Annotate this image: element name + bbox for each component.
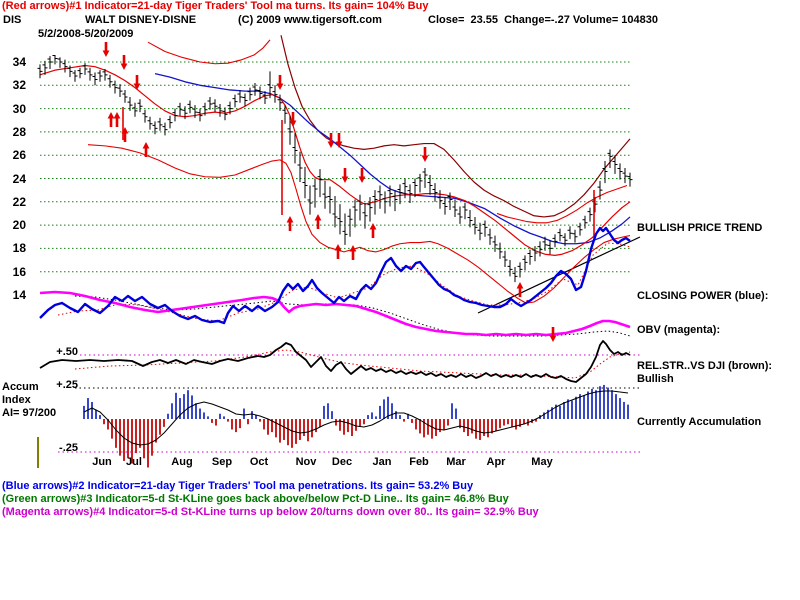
company-name: WALT DISNEY-DISNE <box>85 14 197 26</box>
buy-arrow-icon <box>516 282 524 289</box>
month-tick-label: Feb <box>409 456 429 468</box>
accumulation-state: Currently Accumulation <box>637 416 762 428</box>
sell-arrow-icon <box>102 50 110 57</box>
sell-arrow-icon <box>358 176 366 183</box>
price-tick-label: 24 <box>12 171 26 186</box>
price-tick-label: 22 <box>12 194 26 209</box>
ai-scale-minus25: -.25 <box>59 442 78 454</box>
price-tick-label: 30 <box>12 101 26 116</box>
ai-scale-plus25: +.25 <box>56 379 78 391</box>
price-tick-label: 18 <box>12 241 26 256</box>
price-tick-label: 14 <box>12 288 26 302</box>
rel-strength-line <box>39 340 631 383</box>
month-tick-label: May <box>531 456 553 468</box>
blue-ma-line <box>154 73 631 245</box>
month-tick-label: Dec <box>331 456 353 468</box>
lower-band-line <box>87 144 631 304</box>
sell-arrow-icon <box>335 141 343 148</box>
buy-arrow-icon <box>369 223 377 230</box>
month-tick-label: Aug <box>171 456 193 468</box>
buy-arrow-icon <box>314 214 322 221</box>
indicator-note-red: (Red arrows)#1 Indicator=21-day Tiger Tr… <box>2 0 429 12</box>
price-tick-label: 28 <box>12 124 26 139</box>
price-tick-label: 32 <box>12 78 26 93</box>
month-tick-label: Apr <box>486 456 506 468</box>
price-tick-label: 20 <box>12 218 26 233</box>
sell-arrow-icon <box>276 83 284 90</box>
closing-power-line <box>39 226 631 325</box>
sell-arrow-icon <box>289 120 297 127</box>
ohlc-bars <box>37 55 633 283</box>
buy-arrow-icon <box>334 244 342 251</box>
sell-arrow-icon <box>327 141 335 148</box>
obv-line <box>39 290 631 337</box>
indicator-note-green: (Green arrows)#3 Indicator=5-d St-KLine … <box>2 493 509 505</box>
month-tick-label: Sep <box>211 456 233 468</box>
accum-label-2: Index <box>2 394 31 406</box>
buy-arrow-icon <box>113 112 121 119</box>
red-ma-line <box>39 64 631 256</box>
month-tick-label: Jun <box>92 456 112 468</box>
ai-scale-plus50: +.50 <box>56 346 78 358</box>
rel-strength-state: Bullish <box>637 373 674 385</box>
quote-summary: Close= 23.55 Change=-.27 Volume= 104830 <box>428 14 659 26</box>
buy-arrow-icon <box>286 216 294 223</box>
rel-strength-label: REL.STR..VS DJI (brown): <box>637 360 773 372</box>
closing-power-label: CLOSING POWER (blue): <box>637 290 769 302</box>
bullish-trend-label: BULLISH PRICE TREND <box>637 222 763 234</box>
month-tick-label: Jan <box>372 456 392 468</box>
sell-arrow-icon <box>133 83 141 90</box>
resistance-line <box>280 35 631 218</box>
ticker-symbol: DIS <box>3 14 22 26</box>
accum-index-value: AI= 97/200 <box>2 407 57 419</box>
buy-arrow-icon <box>142 142 150 149</box>
month-tick-label: Nov <box>295 456 317 468</box>
obv-ma-dotted <box>74 295 631 337</box>
indicator-note-blue: (Blue arrows)#2 Indicator=21-day Tiger T… <box>2 480 474 492</box>
copyright-text: (C) 2009 www.tigersoft.com <box>238 14 382 26</box>
price-tick-label: 16 <box>12 264 26 279</box>
month-tick-label: Jul <box>126 456 142 468</box>
sell-arrow-icon <box>549 335 557 342</box>
month-tick-label: Mar <box>446 456 466 468</box>
buy-arrow-icon <box>349 245 357 252</box>
indicator-note-magenta: (Magenta arrows)#4 Indicator=5-d St-KLin… <box>2 506 539 518</box>
price-tick-label: 26 <box>12 148 26 163</box>
ai-ma-line <box>83 390 629 446</box>
sell-arrow-icon <box>421 155 429 162</box>
obv-label: OBV (magenta): <box>637 324 721 336</box>
sell-arrow-icon <box>341 176 349 183</box>
month-tick-label: Oct <box>249 456 269 468</box>
price-tick-label: 34 <box>12 55 26 69</box>
sell-arrow-icon <box>120 63 128 70</box>
buy-arrow-icon <box>121 127 129 134</box>
date-range: 5/2/2008-5/20/2009 <box>38 28 134 40</box>
trend-line <box>477 236 641 314</box>
rel-strength-ma-dotted <box>74 349 631 379</box>
buy-arrow-icon <box>107 112 115 119</box>
accum-label-1: Accum <box>2 381 39 393</box>
upper-band-line-late <box>496 184 628 224</box>
upper-band-line <box>147 39 271 65</box>
